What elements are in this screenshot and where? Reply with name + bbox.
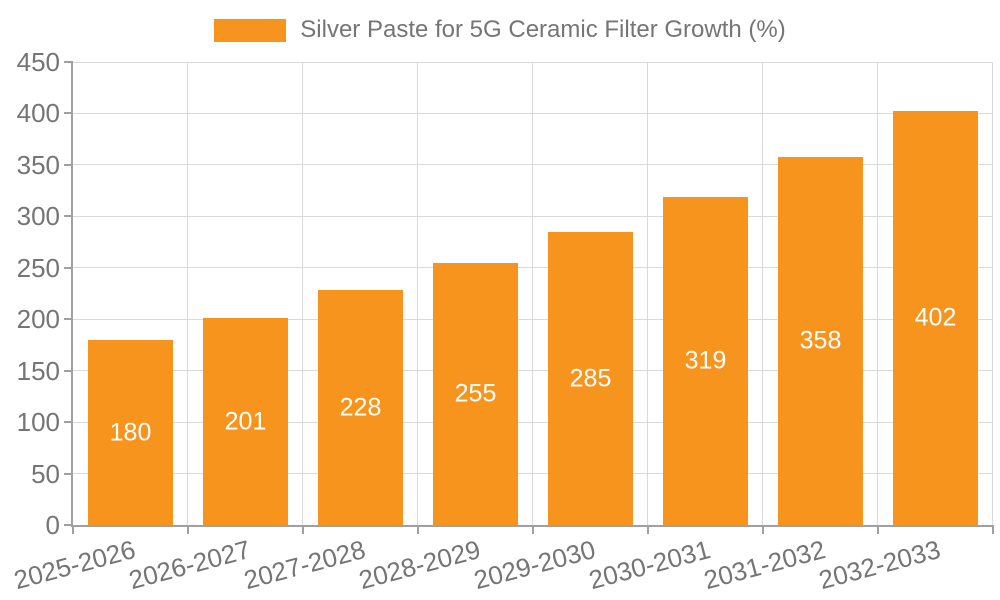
bar-value-label: 180 (109, 418, 152, 446)
plot-area: 180 201 228 255 285 319 358 402 (73, 61, 993, 525)
x-axis-tick (302, 525, 304, 534)
bar: 319 (663, 197, 748, 525)
y-axis-tick (64, 215, 73, 218)
gridline-vertical (302, 62, 303, 525)
chart-legend: Silver Paste for 5G Ceramic Filter Growt… (0, 16, 1000, 44)
y-axis-tick-label: 450 (16, 47, 60, 77)
y-axis-tick (64, 266, 73, 269)
bar: 402 (893, 111, 978, 525)
bar-value-label: 319 (684, 346, 727, 375)
y-axis-tick (64, 318, 73, 321)
gridline-horizontal (73, 473, 993, 475)
y-axis-tick (64, 112, 73, 115)
gridline-vertical (992, 62, 993, 525)
bar-value-label: 358 (799, 326, 842, 355)
bar-value-label: 255 (454, 379, 497, 408)
y-axis-tick-label: 100 (16, 407, 60, 438)
bar: 201 (203, 318, 288, 525)
y-axis-tick-label: 150 (16, 355, 60, 386)
gridline-vertical (877, 62, 878, 525)
gridline-horizontal (73, 267, 993, 269)
gridline-horizontal (73, 112, 993, 114)
y-axis-tick (64, 472, 73, 475)
gridline-horizontal (73, 215, 993, 217)
gridline-horizontal (73, 61, 993, 63)
y-axis-tick-label: 300 (16, 201, 60, 232)
gridline-vertical (647, 62, 648, 525)
y-axis-tick-label: 250 (16, 252, 60, 283)
gridline-horizontal (73, 318, 993, 320)
y-axis-tick (64, 369, 73, 372)
x-axis-tick (647, 525, 649, 534)
x-axis-tick (187, 525, 189, 534)
bar: 358 (778, 157, 863, 525)
bar: 228 (318, 290, 403, 525)
y-axis-tick-label: 200 (16, 304, 60, 335)
bar: 180 (88, 340, 173, 525)
y-axis-tick (64, 163, 73, 166)
gridline-horizontal (73, 421, 993, 423)
gridline-horizontal (73, 370, 993, 372)
legend-swatch (214, 18, 287, 42)
y-axis-tick (64, 61, 73, 63)
y-axis-tick (64, 421, 73, 424)
y-axis-tick-label: 400 (16, 98, 60, 129)
x-axis-tick (72, 525, 74, 534)
y-axis-tick-label: 50 (31, 458, 60, 489)
gridline-vertical (532, 62, 533, 525)
y-axis-line (71, 62, 73, 527)
bar-value-label: 228 (339, 393, 382, 421)
gridline-horizontal (73, 164, 993, 166)
bar-value-label: 402 (914, 303, 957, 332)
bar: 255 (433, 263, 518, 525)
bar: 285 (548, 232, 633, 525)
gridline-vertical (417, 62, 418, 525)
x-axis-tick (532, 525, 534, 534)
legend-label: Silver Paste for 5G Ceramic Filter Growt… (300, 16, 786, 43)
gridline-vertical (762, 62, 763, 525)
bar-value-label: 201 (224, 407, 267, 435)
x-axis-tick (417, 525, 419, 534)
y-axis-tick-label: 0 (45, 510, 60, 540)
bar-value-label: 285 (569, 364, 612, 392)
x-axis-tick (877, 525, 879, 534)
y-axis-tick-label: 350 (16, 149, 60, 180)
x-axis-tick (762, 525, 764, 534)
y-axis-tick (64, 524, 73, 526)
gridline-vertical (187, 62, 188, 525)
x-axis-tick (992, 525, 994, 534)
